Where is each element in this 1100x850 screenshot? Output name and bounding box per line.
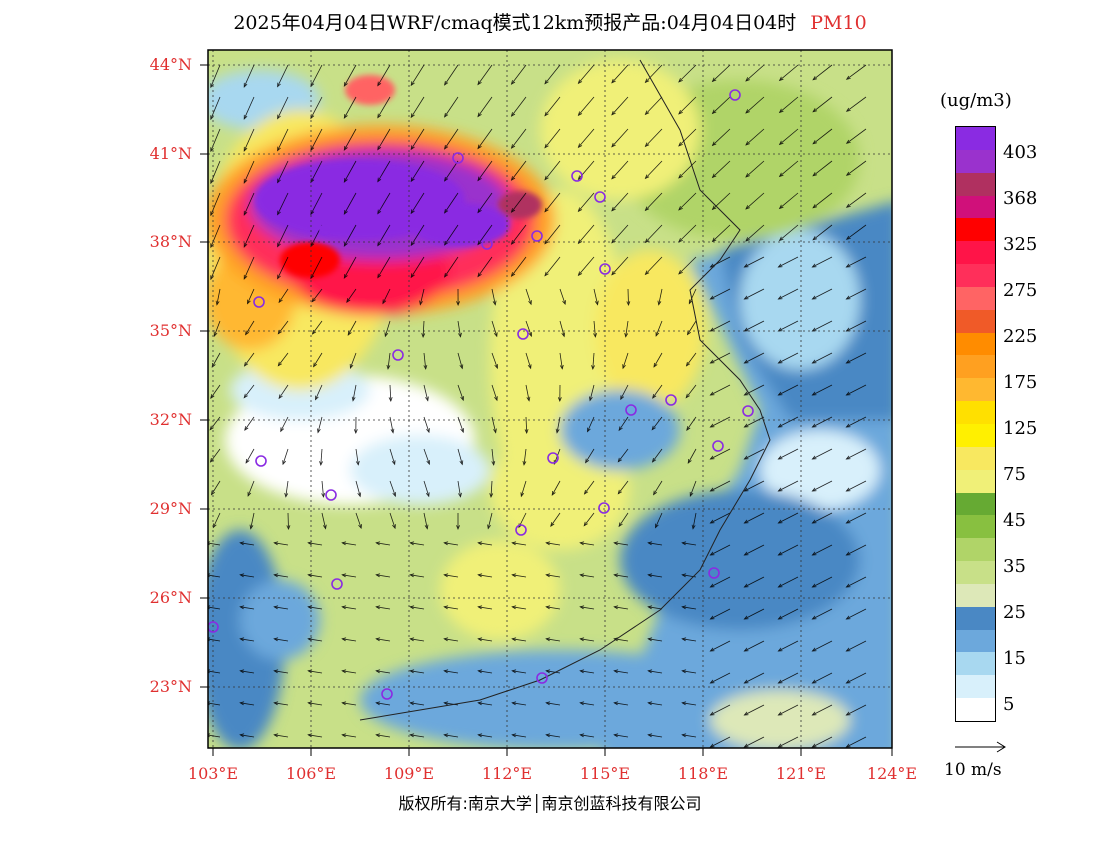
colorbar-label: 325 — [1003, 234, 1038, 255]
lat-label: 23°N — [149, 677, 192, 696]
lon-label: 124°E — [866, 764, 918, 783]
wind-scale-label: 10 m/s — [944, 760, 1002, 780]
colorbar-unit: (ug/m3) — [940, 90, 1012, 111]
lat-label: 35°N — [149, 321, 192, 340]
colorbar-segment — [956, 286, 995, 310]
colorbar-label: 175 — [1003, 372, 1038, 393]
lat-label: 44°N — [149, 55, 192, 74]
colorbar-segment — [956, 629, 995, 653]
colorbar-label: 35 — [1003, 556, 1026, 577]
lat-label: 41°N — [149, 144, 192, 163]
colorbar-segment — [956, 652, 995, 676]
colorbar-segment — [956, 583, 995, 607]
colorbar-segment — [956, 515, 995, 539]
lat-label: 26°N — [149, 588, 192, 607]
colorbar-segment — [956, 172, 995, 196]
lon-label: 103°E — [187, 764, 239, 783]
colorbar-segment — [956, 401, 995, 424]
lon-label: 118°E — [677, 764, 729, 783]
colorbar-segment — [956, 698, 995, 721]
colorbar-label: 15 — [1003, 648, 1026, 669]
colorbar-label: 5 — [1003, 694, 1015, 715]
colorbar-label: 403 — [1003, 142, 1038, 163]
copyright-text: 版权所有:南京大学│南京创蓝科技有限公司 — [398, 794, 702, 813]
colorbar-segment — [956, 218, 995, 242]
lon-label: 109°E — [383, 764, 435, 783]
colorbar-segment — [956, 195, 995, 219]
colorbar-segment — [956, 127, 995, 150]
lon-label: 106°E — [285, 764, 337, 783]
colorbar-segment — [956, 446, 995, 470]
colorbar-label: 125 — [1003, 418, 1038, 439]
lon-label: 115°E — [579, 764, 631, 783]
lon-label: 121°E — [775, 764, 827, 783]
colorbar-label: 225 — [1003, 326, 1038, 347]
colorbar-label: 75 — [1003, 464, 1026, 485]
colorbar-segment — [956, 675, 995, 699]
colorbar-label: 275 — [1003, 280, 1038, 301]
colorbar-segment — [956, 561, 995, 584]
lon-label: 112°E — [481, 764, 533, 783]
map-title: 2025年04月04日WRF/cmaq模式12km预报产品:04月04日04时 P… — [0, 8, 1100, 35]
colorbar-segment — [956, 149, 995, 173]
colorbar-segment — [956, 538, 995, 562]
title-main: 2025年04月04日WRF/cmaq模式12km预报产品:04月04日04时 — [233, 12, 797, 34]
wind-scale-arrow-icon — [955, 741, 1006, 753]
colorbar-segment — [956, 606, 995, 630]
lat-label: 32°N — [149, 410, 192, 429]
colorbar-segment — [956, 309, 995, 333]
colorbar-segment — [956, 423, 995, 447]
colorbar-segment — [956, 241, 995, 265]
pollutant-label: PM10 — [810, 12, 867, 34]
colorbar-segment — [956, 469, 995, 493]
colorbar — [955, 126, 996, 722]
lat-label: 38°N — [149, 232, 192, 251]
colorbar-segment — [956, 264, 995, 287]
colorbar-label: 368 — [1003, 188, 1038, 209]
lat-label: 29°N — [149, 499, 192, 518]
colorbar-label: 45 — [1003, 510, 1026, 531]
concentration-field — [208, 50, 892, 748]
colorbar-segment — [956, 332, 995, 356]
colorbar-label: 25 — [1003, 602, 1026, 623]
colorbar-segment — [956, 492, 995, 516]
colorbar-segment — [956, 378, 995, 402]
colorbar-segment — [956, 355, 995, 379]
